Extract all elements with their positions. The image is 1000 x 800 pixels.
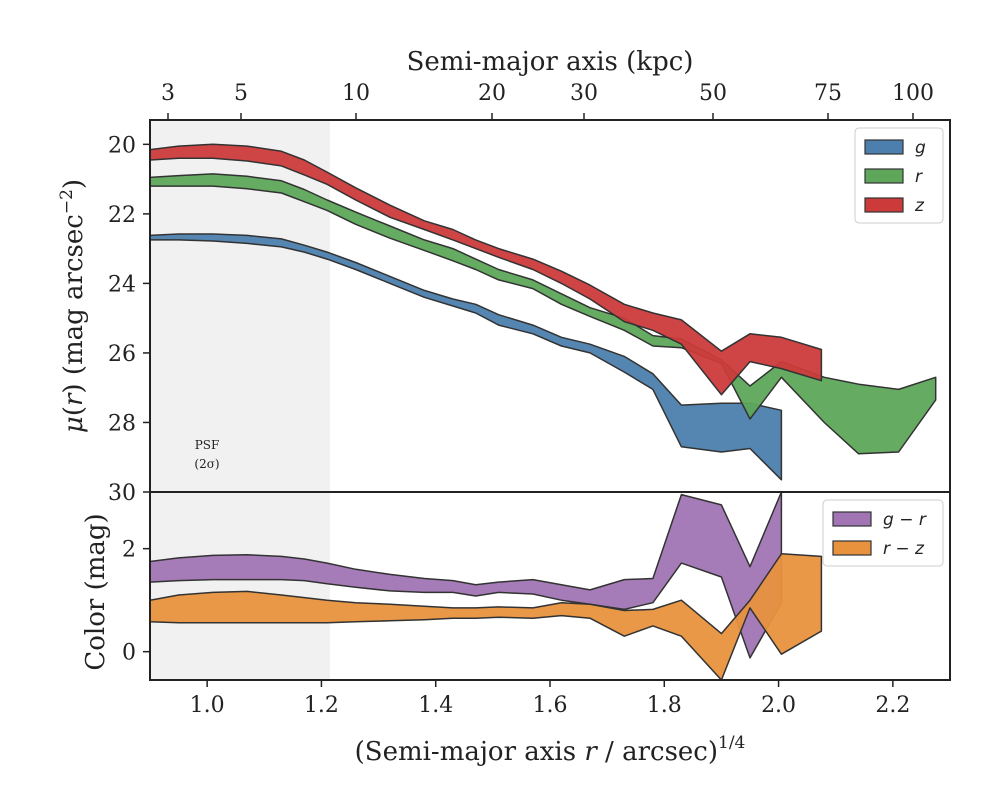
- x-axis: 1.0 1.2 1.4 1.6 1.8 2.0 2.2: [190, 680, 910, 718]
- top-axis-title: Semi-major axis (kpc): [407, 47, 694, 77]
- surface-brightness-legend-swatch-z: [864, 197, 904, 213]
- kpc-tick-label: 100: [892, 81, 934, 106]
- surface-brightness-band-g: [150, 233, 783, 481]
- y-tick-label: 28: [108, 411, 136, 436]
- kpc-tick-label: 5: [234, 81, 248, 106]
- x-tick-label: 1.6: [533, 693, 568, 718]
- x-tick-label: 1.4: [418, 693, 453, 718]
- x-tick-label: 1.0: [190, 693, 225, 718]
- y-tick-label: 26: [108, 342, 136, 367]
- surface-brightness-y-title: μ(r) (mag arcsec−2): [57, 179, 89, 433]
- y-tick-label: 22: [108, 203, 136, 228]
- psf-region-bottom: [150, 492, 330, 680]
- kpc-tick-label: 30: [570, 81, 598, 106]
- kpc-tick-label: 3: [161, 81, 175, 106]
- surface-brightness-band-z: [150, 143, 823, 396]
- color-legend-swatch-r-z: [832, 540, 872, 556]
- color-y-axis: 02: [122, 538, 150, 666]
- color-legend-label-g-r: g − r: [883, 510, 927, 530]
- surface-brightness-legend-label-z: z: [914, 196, 925, 216]
- surface-brightness-legend-swatch-r: [864, 168, 904, 184]
- surface-brightness-y-axis: 20 22 24 26 28 30: [108, 133, 150, 506]
- surface-brightness-legend-label-g: g: [915, 138, 926, 158]
- color-legend-label-r-z: r − z: [883, 539, 925, 559]
- kpc-tick-label: 75: [814, 81, 842, 106]
- surface-brightness-legend-label-r: r: [915, 167, 923, 187]
- x-tick-label: 2.0: [761, 693, 796, 718]
- x-tick-label: 1.8: [647, 693, 682, 718]
- surface-brightness-series: [150, 143, 937, 481]
- x-axis-title: (Semi-major axis r / arcsec)1/4: [355, 733, 746, 767]
- kpc-tick-label: 10: [342, 81, 370, 106]
- surface-brightness-legend: grz: [854, 127, 944, 224]
- y-tick-label: 30: [108, 481, 136, 506]
- color-y-tick-label: 2: [122, 538, 136, 563]
- surface-brightness-band-r: [150, 173, 937, 455]
- y-tick-label: 20: [108, 133, 136, 158]
- color-legend-swatch-g-r: [832, 511, 872, 527]
- color-band-r-z: [150, 553, 823, 680]
- kpc-tick-label: 20: [478, 81, 506, 106]
- y-tick-label: 24: [108, 272, 136, 297]
- kpc-tick-label: 50: [699, 81, 727, 106]
- color-legend: g − r r − z: [822, 499, 944, 567]
- x-tick-label: 2.2: [875, 693, 910, 718]
- x-tick-label: 1.2: [304, 693, 339, 718]
- surface-brightness-legend-swatch-g: [864, 139, 904, 155]
- color-series: [150, 492, 823, 680]
- psf-label-line2: (2σ): [194, 457, 219, 471]
- color-y-title: Color (mag): [81, 513, 111, 670]
- top-kpc-axis: 3 5 10 20 30 50 75 100: [161, 81, 934, 120]
- color-y-tick-label: 0: [122, 641, 136, 666]
- psf-label-line1: PSF: [195, 438, 220, 452]
